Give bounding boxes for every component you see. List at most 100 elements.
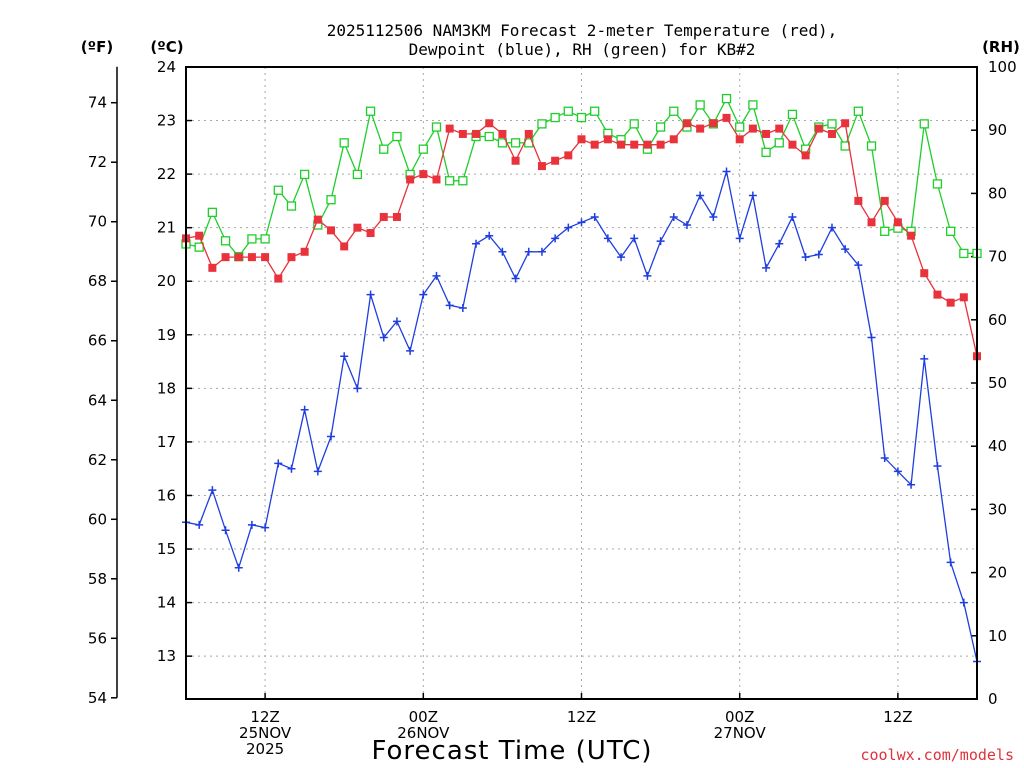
dewpoint-point xyxy=(274,459,283,468)
temperature-point xyxy=(366,229,375,238)
dewpoint-point xyxy=(920,354,929,363)
rh-point xyxy=(247,234,257,244)
rh-point xyxy=(352,169,363,180)
temperature-point xyxy=(630,140,639,149)
time-tick-label: 2025 xyxy=(246,740,284,758)
dewpoint-point xyxy=(762,263,771,272)
series-layer xyxy=(181,93,982,666)
rh-tick-label: 90 xyxy=(988,121,1007,139)
fahrenheit-tick-label: 54 xyxy=(88,689,107,707)
rh-point xyxy=(774,138,784,148)
rh-tick-label: 20 xyxy=(988,564,1007,582)
dewpoint-point xyxy=(234,563,243,572)
temperature-point xyxy=(195,231,204,240)
celsius-tick-label: 16 xyxy=(157,486,176,504)
rh-unit-label: (RH) xyxy=(982,38,1020,56)
temperature-point xyxy=(472,129,481,138)
temperature-point xyxy=(287,253,296,262)
rh-point xyxy=(919,119,929,129)
dewpoint-point xyxy=(327,432,336,441)
temperature-point xyxy=(880,196,889,205)
rh-point xyxy=(590,106,600,116)
time-tick-label: 12Z xyxy=(250,708,279,726)
rh-point xyxy=(207,207,218,218)
dewpoint-point xyxy=(406,346,415,355)
time-tick-label: 12Z xyxy=(883,708,912,726)
temperature-point xyxy=(814,124,823,133)
rh-tick-label: 80 xyxy=(988,184,1007,202)
temperature-point xyxy=(893,218,902,227)
series-rh xyxy=(181,93,982,262)
temperature-point xyxy=(274,274,283,283)
temperature-point xyxy=(801,151,810,160)
rh-point xyxy=(286,201,297,211)
rh-point xyxy=(484,131,494,142)
grid-lines xyxy=(186,67,977,699)
rh-point xyxy=(445,176,455,186)
temperature-point xyxy=(564,151,573,160)
temperature-point xyxy=(432,175,441,184)
rh-point xyxy=(655,122,666,132)
temperature-point xyxy=(221,253,230,262)
temperature-point xyxy=(551,156,560,165)
temperature-point xyxy=(696,124,705,133)
time-tick-label: 27NOV xyxy=(714,724,767,742)
rh-point xyxy=(761,147,771,157)
temperature-point xyxy=(247,253,256,262)
temperature-point xyxy=(827,129,836,138)
dewpoint-point xyxy=(208,486,217,495)
temperature-point xyxy=(485,119,494,128)
temperature-point xyxy=(313,215,322,224)
dewpoint-point xyxy=(959,598,968,607)
dewpoint-point xyxy=(195,520,204,529)
rh-point xyxy=(194,242,204,252)
rh-point xyxy=(431,122,442,132)
fahrenheit-tick-label: 56 xyxy=(88,629,107,647)
rh-tick-label: 0 xyxy=(988,690,998,708)
temperature-point xyxy=(406,175,415,184)
dewpoint-point xyxy=(669,212,678,221)
temperature-point xyxy=(933,290,942,299)
dewpoint-point xyxy=(617,253,626,262)
temperature-point xyxy=(458,129,467,138)
dewpoint-point xyxy=(814,250,823,259)
dewpoint-point xyxy=(867,333,876,342)
dewpoint-point xyxy=(854,261,863,270)
dewpoint-point xyxy=(801,253,810,262)
fahrenheit-tick-label: 60 xyxy=(88,510,107,528)
rh-tick-label: 60 xyxy=(988,311,1007,329)
dewpoint-point xyxy=(472,239,481,248)
dewpoint-point xyxy=(907,480,916,489)
fahrenheit-tick-label: 58 xyxy=(88,570,107,588)
celsius-tick-label: 23 xyxy=(157,112,176,130)
dewpoint-point xyxy=(564,223,573,232)
celsius-tick-label: 18 xyxy=(157,379,176,397)
x-axis-label: Forecast Time (UTC) xyxy=(371,736,652,766)
chart-title: 2025112506 NAM3KM Forecast 2-meter Tempe… xyxy=(327,21,838,59)
fahrenheit-tick-label: 72 xyxy=(88,153,107,171)
temperature-point xyxy=(709,119,718,128)
temperature-point xyxy=(788,140,797,149)
temperature-point xyxy=(748,124,757,133)
rh-point xyxy=(563,106,573,116)
dewpoint-point xyxy=(300,405,309,414)
dewpoint-point xyxy=(735,234,744,243)
dewpoint-point xyxy=(577,218,586,227)
temperature-point xyxy=(722,113,731,122)
fahrenheit-tick-label: 70 xyxy=(88,213,107,231)
dewpoint-point xyxy=(630,234,639,243)
temperature-point xyxy=(445,124,454,133)
temperature-point xyxy=(617,140,626,149)
dewpoint-point xyxy=(537,247,546,256)
temperature-point xyxy=(577,135,586,144)
rh-point xyxy=(510,138,521,148)
rh-tick-label: 50 xyxy=(988,374,1007,392)
rh-point xyxy=(339,138,349,148)
temperature-point xyxy=(511,156,520,165)
temperature-point xyxy=(327,226,336,235)
rh-point xyxy=(260,234,270,244)
dewpoint-point xyxy=(656,237,665,246)
rh-point xyxy=(537,119,547,129)
rh-point xyxy=(669,106,679,116)
